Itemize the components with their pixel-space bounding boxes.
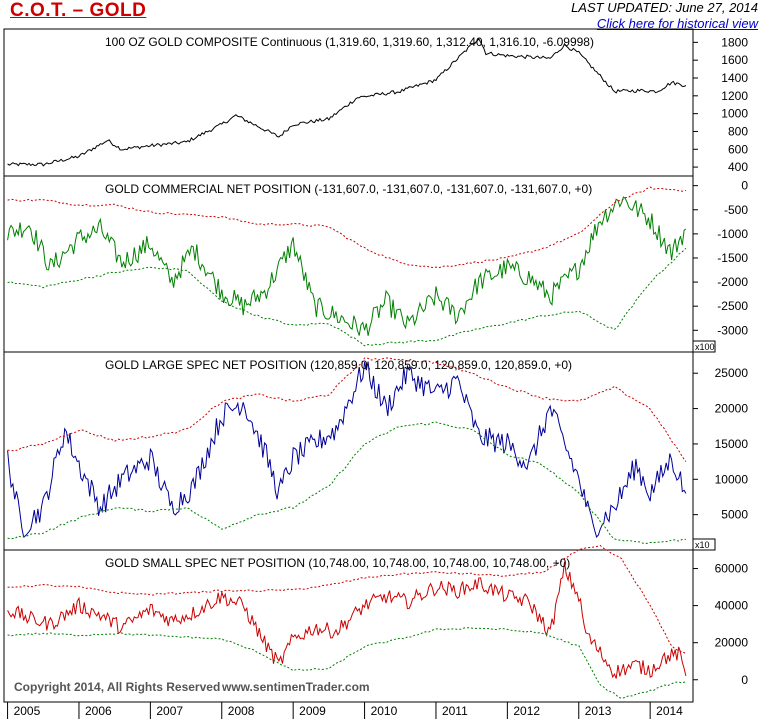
y-tick-label: 10000: [715, 472, 749, 486]
y-tick-label: 800: [728, 124, 748, 138]
y-tick-label: 400: [728, 160, 748, 174]
panel-title: GOLD SMALL SPEC NET POSITION (10,748.00,…: [105, 556, 570, 570]
x-axis: 2005 2006 2007 2008 2009 2010 2011 2012 2013 2014: [4, 701, 693, 719]
panel-1: 400 600 800 1000 1200 1400 1600 1800 100 OZ GOLD…: [4, 35, 748, 177]
year-label: 2007: [156, 704, 183, 718]
y-tick-label: 1800: [721, 35, 748, 49]
last-updated: LAST UPDATED: June 27, 2014: [571, 0, 758, 15]
y-tick-label: 15000: [715, 437, 749, 451]
multiplier-box: [692, 340, 716, 353]
panel-2: -3000 -2500 -2000 -1500 -1000 -500 0 x100 GOLD C…: [4, 179, 748, 353]
series-price-line: [7, 37, 687, 167]
year-label: 2013: [585, 704, 612, 718]
y-tick-label: -3000: [717, 323, 748, 337]
y-tick-label: 40000: [715, 599, 749, 613]
series-net-line: [7, 196, 687, 336]
y-tick-label: -1000: [717, 227, 748, 241]
y-tick-label: -1500: [717, 251, 748, 265]
copyright-text: Copyright 2014, All Rights Reserved: [14, 680, 220, 694]
y-tick-label: 0: [741, 179, 748, 193]
last-updated-label: LAST UPDATED:: [571, 0, 672, 15]
y-tick-label: -2000: [717, 275, 748, 289]
series-lower-line: [7, 627, 687, 699]
y-tick-label: 1000: [721, 107, 748, 121]
multiplier-label: x10: [695, 540, 710, 550]
y-tick-label: 20000: [715, 402, 749, 416]
y-tick-label: 1400: [721, 71, 748, 85]
panel-title: GOLD COMMERCIAL NET POSITION (-131,607.0…: [105, 182, 592, 196]
year-label: 2005: [14, 704, 41, 718]
series-lower-line: [7, 247, 687, 347]
year-label: 2006: [85, 704, 112, 718]
panel-3: 5000 10000 15000 20000 25000 x10 GOLD LARGE SP…: [4, 357, 749, 551]
last-updated-date: June 27, 2014: [675, 0, 758, 15]
panel-title: GOLD LARGE SPEC NET POSITION (120,859.0,…: [105, 358, 572, 372]
panel-4: 0 20000 40000 60000 GOLD SMALL SPEC NET POSI…: [4, 544, 749, 703]
series-upper-line: [7, 544, 687, 655]
year-label: 2012: [513, 704, 540, 718]
year-label: 2009: [299, 704, 326, 718]
y-tick-label: 1200: [721, 89, 748, 103]
historical-view-link[interactable]: Click here for historical view: [596, 16, 758, 31]
year-label: 2010: [371, 704, 398, 718]
y-tick-label: 60000: [715, 562, 749, 576]
y-tick-label: -500: [724, 203, 748, 217]
year-label: 2011: [442, 704, 468, 718]
y-tick-label: 5000: [721, 508, 748, 522]
y-tick-label: 1600: [721, 53, 748, 67]
y-tick-label: 0: [741, 673, 748, 687]
year-label: 2008: [228, 704, 255, 718]
panel-title: 100 OZ GOLD COMPOSITE Continuous (1,319.…: [105, 35, 594, 49]
multiplier-label: x100: [695, 342, 715, 352]
series-net-line: [7, 561, 687, 679]
page-title: C.O.T. – GOLD: [10, 0, 147, 21]
year-label: 2014: [656, 704, 683, 718]
series-lower-line: [7, 421, 686, 545]
series-upper-line: [7, 357, 687, 462]
site-text: www.sentimenTrader.com: [221, 680, 370, 694]
multiplier-box: [692, 538, 716, 551]
series-net-line: [7, 361, 687, 539]
y-tick-label: 25000: [715, 366, 749, 380]
y-tick-label: 600: [728, 142, 748, 156]
y-tick-label: -2500: [717, 299, 748, 313]
series-upper-line: [7, 186, 686, 269]
y-tick-label: 20000: [715, 636, 749, 650]
